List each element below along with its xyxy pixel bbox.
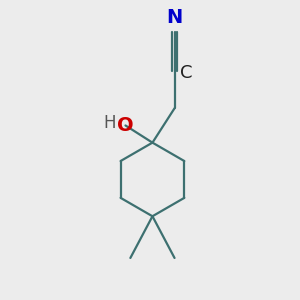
Text: N: N	[167, 8, 183, 27]
Text: O: O	[117, 116, 134, 135]
Text: H: H	[103, 115, 116, 133]
Text: C: C	[180, 64, 193, 82]
